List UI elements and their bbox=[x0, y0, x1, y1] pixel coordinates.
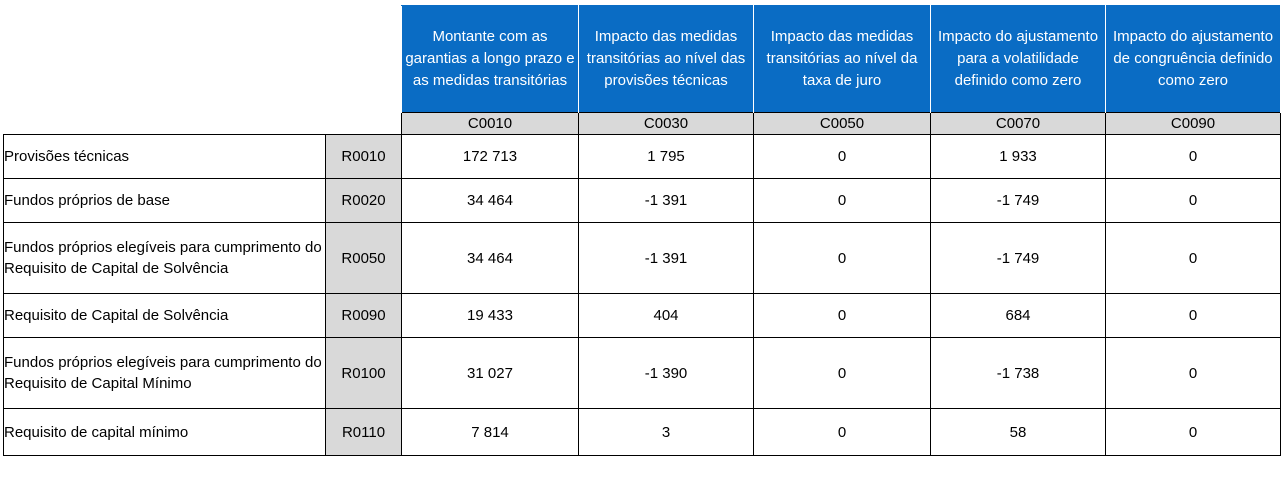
column-header-row: Montante com as garantias a longo prazo … bbox=[3, 5, 1281, 113]
long-term-guarantees-table: Montante com as garantias a longo prazo … bbox=[3, 5, 1281, 456]
column-header[interactable]: Impacto do ajustamento para a volatilida… bbox=[930, 5, 1106, 113]
value-cell[interactable]: 684 bbox=[930, 293, 1106, 338]
row-code[interactable]: R0010 bbox=[325, 134, 402, 179]
blank-code-cell bbox=[3, 112, 326, 135]
value-cell[interactable]: -1 749 bbox=[930, 178, 1106, 223]
value-cell[interactable]: 0 bbox=[753, 178, 931, 223]
row-label[interactable]: Requisito de Capital de Solvência bbox=[3, 293, 326, 338]
value-cell[interactable]: 31 027 bbox=[401, 337, 579, 409]
value-cell[interactable]: 0 bbox=[1105, 408, 1281, 456]
row-label[interactable]: Provisões técnicas bbox=[3, 134, 326, 179]
column-header[interactable]: Impacto das medidas transitórias ao níve… bbox=[753, 5, 931, 113]
value-cell[interactable]: 19 433 bbox=[401, 293, 579, 338]
value-cell[interactable]: 0 bbox=[753, 134, 931, 179]
column-code[interactable]: C0030 bbox=[578, 112, 754, 135]
column-header[interactable]: Impacto das medidas transitórias ao níve… bbox=[578, 5, 754, 113]
row-label[interactable]: Fundos próprios de base bbox=[3, 178, 326, 223]
blank-code-cell bbox=[325, 112, 402, 135]
value-cell[interactable]: 0 bbox=[1105, 293, 1281, 338]
column-header[interactable]: Impacto do ajustamento de congruência de… bbox=[1105, 5, 1281, 113]
table-row: Fundos próprios elegíveis para cumprimen… bbox=[3, 337, 1281, 409]
row-label[interactable]: Fundos próprios elegíveis para cumprimen… bbox=[3, 337, 326, 409]
column-code[interactable]: C0070 bbox=[930, 112, 1106, 135]
value-cell[interactable]: 1 933 bbox=[930, 134, 1106, 179]
value-cell[interactable]: 0 bbox=[1105, 337, 1281, 409]
value-cell[interactable]: 0 bbox=[753, 293, 931, 338]
value-cell[interactable]: -1 391 bbox=[578, 178, 754, 223]
value-cell[interactable]: 0 bbox=[1105, 222, 1281, 294]
row-code[interactable]: R0100 bbox=[325, 337, 402, 409]
table-row: Provisões técnicas R0010 172 713 1 795 0… bbox=[3, 134, 1281, 179]
value-cell[interactable]: 172 713 bbox=[401, 134, 579, 179]
value-cell[interactable]: 3 bbox=[578, 408, 754, 456]
value-cell[interactable]: 1 795 bbox=[578, 134, 754, 179]
value-cell[interactable]: 7 814 bbox=[401, 408, 579, 456]
row-code[interactable]: R0050 bbox=[325, 222, 402, 294]
value-cell[interactable]: 58 bbox=[930, 408, 1106, 456]
row-label[interactable]: Fundos próprios elegíveis para cumprimen… bbox=[3, 222, 326, 294]
value-cell[interactable]: -1 390 bbox=[578, 337, 754, 409]
value-cell[interactable]: 34 464 bbox=[401, 178, 579, 223]
column-header[interactable]: Montante com as garantias a longo prazo … bbox=[401, 5, 579, 113]
column-code-row: C0010 C0030 C0050 C0070 C0090 bbox=[3, 112, 1281, 135]
value-cell[interactable]: -1 738 bbox=[930, 337, 1106, 409]
value-cell[interactable]: 0 bbox=[1105, 178, 1281, 223]
blank-header-cell bbox=[3, 5, 326, 113]
table-row: Fundos próprios de base R0020 34 464 -1 … bbox=[3, 178, 1281, 223]
column-code[interactable]: C0050 bbox=[753, 112, 931, 135]
row-code[interactable]: R0020 bbox=[325, 178, 402, 223]
value-cell[interactable]: 404 bbox=[578, 293, 754, 338]
value-cell[interactable]: -1 749 bbox=[930, 222, 1106, 294]
table-row: Requisito de Capital de Solvência R0090 … bbox=[3, 293, 1281, 338]
value-cell[interactable]: -1 391 bbox=[578, 222, 754, 294]
value-cell[interactable]: 0 bbox=[753, 222, 931, 294]
column-code[interactable]: C0090 bbox=[1105, 112, 1281, 135]
value-cell[interactable]: 34 464 bbox=[401, 222, 579, 294]
row-code[interactable]: R0110 bbox=[325, 408, 402, 456]
value-cell[interactable]: 0 bbox=[753, 337, 931, 409]
row-label[interactable]: Requisito de capital mínimo bbox=[3, 408, 326, 456]
blank-header-cell bbox=[325, 5, 402, 113]
table-row: Fundos próprios elegíveis para cumprimen… bbox=[3, 222, 1281, 294]
row-code[interactable]: R0090 bbox=[325, 293, 402, 338]
column-code[interactable]: C0010 bbox=[401, 112, 579, 135]
table-row: Requisito de capital mínimo R0110 7 814 … bbox=[3, 408, 1281, 456]
value-cell[interactable]: 0 bbox=[753, 408, 931, 456]
value-cell[interactable]: 0 bbox=[1105, 134, 1281, 179]
